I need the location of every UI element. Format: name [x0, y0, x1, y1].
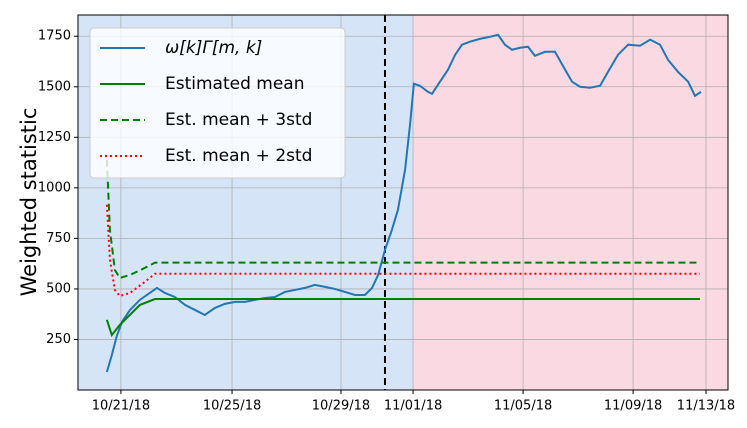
legend-label: Est. mean + 3std: [165, 110, 312, 130]
x-tick-label: 10/25/18: [203, 399, 261, 414]
x-tick-label: 11/01/18: [384, 399, 442, 414]
y-tick-label: 750: [46, 231, 71, 246]
x-tick-label: 10/29/18: [312, 399, 370, 414]
y-tick-label: 1500: [38, 79, 71, 94]
y-axis-label: Weighted statistic: [17, 108, 41, 297]
y-tick-label: 1750: [38, 29, 71, 44]
series-line: [105, 204, 700, 298]
legend-label: Estimated mean: [165, 74, 305, 94]
x-tick-label: 11/05/18: [494, 399, 552, 414]
legend-label: ω[k]Γ[m, k]: [165, 38, 262, 58]
x-tick-label: 11/09/18: [604, 399, 662, 414]
legend-label: Est. mean + 2std: [165, 146, 312, 166]
x-tick-label: 11/13/18: [677, 399, 735, 414]
series-line: [105, 298, 700, 338]
legend-box: [89, 27, 346, 179]
series-line: [105, 159, 700, 280]
series-line: [105, 33, 702, 373]
y-tick-label: 500: [46, 281, 71, 296]
y-tick-label: 1250: [38, 130, 71, 145]
shaded-span: [413, 15, 728, 390]
x-tick-label: 10/21/18: [92, 399, 150, 414]
plot-frame: [77, 14, 729, 391]
y-tick-label: 1000: [38, 180, 71, 195]
y-tick-label: 250: [46, 332, 71, 347]
